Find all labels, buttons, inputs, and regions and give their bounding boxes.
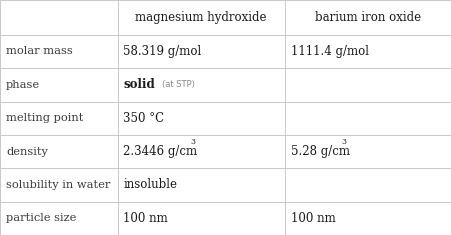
Text: solid: solid bbox=[123, 78, 155, 91]
Text: magnesium hydroxide: magnesium hydroxide bbox=[135, 11, 266, 24]
Text: 1111.4 g/mol: 1111.4 g/mol bbox=[290, 45, 368, 58]
Text: particle size: particle size bbox=[6, 213, 76, 223]
Text: density: density bbox=[6, 147, 48, 157]
Text: 5.28 g/cm: 5.28 g/cm bbox=[290, 145, 349, 158]
Text: molar mass: molar mass bbox=[6, 47, 73, 56]
Text: (at STP): (at STP) bbox=[161, 80, 194, 89]
Text: solubility in water: solubility in water bbox=[6, 180, 110, 190]
Text: insoluble: insoluble bbox=[123, 178, 177, 192]
Text: 100 nm: 100 nm bbox=[123, 212, 168, 225]
Text: 3: 3 bbox=[341, 138, 345, 146]
Text: barium iron oxide: barium iron oxide bbox=[315, 11, 420, 24]
Text: 100 nm: 100 nm bbox=[290, 212, 335, 225]
Text: phase: phase bbox=[6, 80, 40, 90]
Text: 3: 3 bbox=[190, 138, 195, 146]
Text: 58.319 g/mol: 58.319 g/mol bbox=[123, 45, 201, 58]
Text: melting point: melting point bbox=[6, 113, 83, 123]
Text: 350 °C: 350 °C bbox=[123, 112, 164, 125]
Text: 2.3446 g/cm: 2.3446 g/cm bbox=[123, 145, 197, 158]
